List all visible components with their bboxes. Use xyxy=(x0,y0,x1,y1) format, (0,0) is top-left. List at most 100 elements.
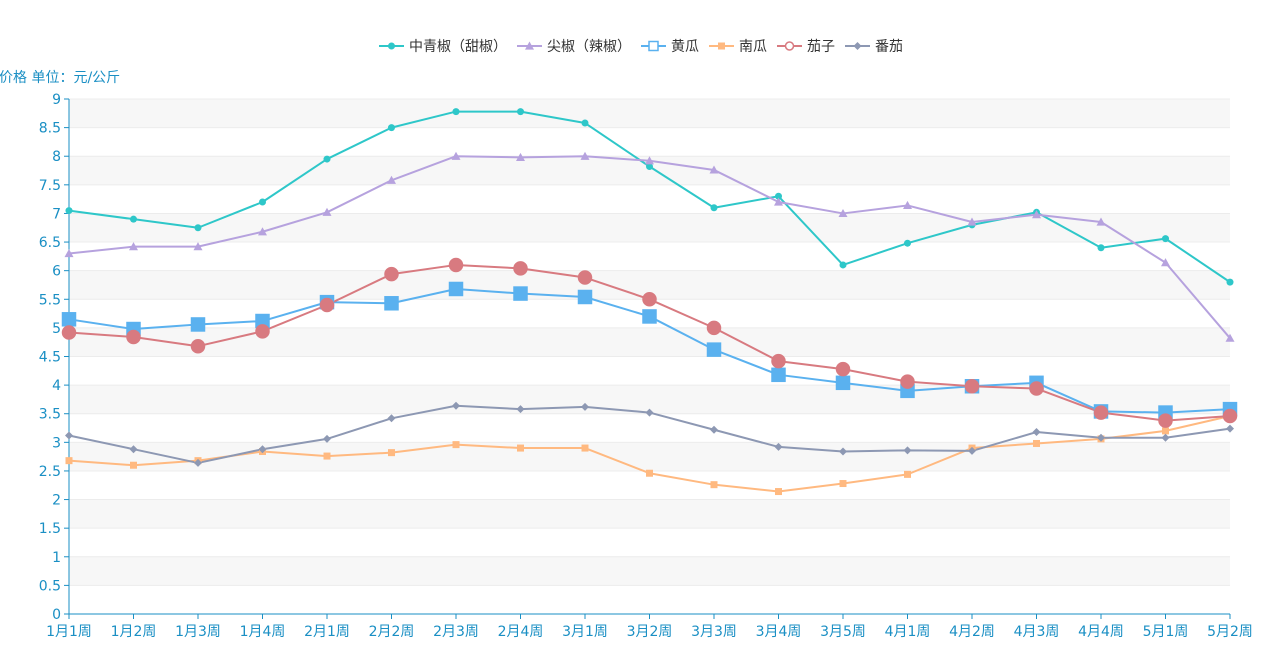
legend-marker-icon xyxy=(784,41,795,51)
data-point xyxy=(1032,428,1041,437)
y-tick-label: 2 xyxy=(52,493,61,509)
grid-band xyxy=(69,327,1230,357)
legend-item[interactable]: 尖椒（辣椒） xyxy=(517,39,631,55)
y-tick-label: 5 xyxy=(52,321,61,337)
data-point xyxy=(838,208,848,218)
grid-band xyxy=(69,499,1230,529)
data-point xyxy=(61,312,77,327)
x-tick-label: 1月3周 xyxy=(175,624,221,640)
legend-marker-icon xyxy=(525,41,534,50)
legend-item[interactable]: 中青椒（甜椒） xyxy=(379,39,507,55)
data-point xyxy=(513,286,528,301)
x-tick-label: 4月4周 xyxy=(1078,624,1124,640)
x-tick-label: 2月4周 xyxy=(498,624,544,640)
data-point xyxy=(258,227,267,236)
series-points xyxy=(61,257,1238,428)
data-point xyxy=(774,197,783,206)
data-point xyxy=(577,270,593,285)
x-tick-label: 5月2周 xyxy=(1207,624,1253,640)
data-point xyxy=(451,151,461,160)
y-tick-label: 4.5 xyxy=(39,350,61,366)
data-point xyxy=(1029,381,1044,396)
data-point xyxy=(835,375,851,391)
legend-label: 中青椒（甜椒） xyxy=(409,39,507,55)
data-point xyxy=(771,353,786,369)
data-point xyxy=(580,151,590,160)
data-point xyxy=(1162,427,1169,435)
data-point xyxy=(255,324,270,339)
data-point xyxy=(835,361,851,377)
data-point xyxy=(646,163,653,171)
data-point xyxy=(384,266,399,282)
data-point xyxy=(65,457,73,465)
x-tick-label: 2月2周 xyxy=(369,624,415,640)
data-point xyxy=(967,217,977,226)
data-point xyxy=(516,152,525,161)
x-tick-label: 3月3周 xyxy=(691,624,737,640)
y-tick-label: 0 xyxy=(52,607,61,623)
series-line xyxy=(68,110,1231,283)
y-tick-label: 8.5 xyxy=(39,121,61,137)
series-points xyxy=(65,401,1234,467)
legend-label: 尖椒（辣椒） xyxy=(547,39,631,55)
data-point xyxy=(323,155,331,163)
data-point xyxy=(452,108,460,116)
data-point xyxy=(193,242,203,251)
data-point xyxy=(64,249,74,258)
data-point xyxy=(904,470,911,478)
data-point xyxy=(1222,408,1238,424)
data-point xyxy=(839,480,847,488)
legend-item[interactable]: 茄子 xyxy=(777,38,835,55)
y-axis-label: 价格 单位：元/公斤 xyxy=(0,70,120,86)
legend-label: 黄瓜 xyxy=(671,38,699,55)
data-point xyxy=(900,374,915,389)
y-tick-label: 7.5 xyxy=(39,178,61,194)
data-point xyxy=(1033,439,1040,447)
data-point xyxy=(517,444,524,452)
data-point xyxy=(194,224,202,232)
legend-label: 番茄 xyxy=(875,38,903,55)
x-tick-label: 3月2周 xyxy=(627,624,673,640)
legend-marker-icon xyxy=(853,42,862,50)
y-tick-label: 7 xyxy=(52,206,61,222)
legend-label: 茄子 xyxy=(807,38,835,55)
data-point xyxy=(1225,333,1235,342)
data-point xyxy=(61,325,77,340)
legend-item[interactable]: 黄瓜 xyxy=(641,38,699,55)
data-point xyxy=(581,444,589,452)
data-point xyxy=(577,289,593,305)
data-point xyxy=(1161,433,1170,442)
data-point xyxy=(448,257,464,273)
data-point xyxy=(130,461,137,469)
data-point xyxy=(1093,405,1109,420)
data-point xyxy=(319,297,335,313)
data-point xyxy=(771,367,786,383)
data-point xyxy=(323,434,331,443)
data-point xyxy=(1162,235,1169,243)
data-point xyxy=(190,317,206,332)
data-point xyxy=(129,445,138,454)
data-point xyxy=(448,281,464,297)
x-tick-label: 1月4周 xyxy=(240,624,286,640)
data-point xyxy=(903,200,912,210)
legend[interactable]: 中青椒（甜椒） 尖椒（辣椒） 黄瓜 南瓜 茄子 番茄 xyxy=(379,38,903,55)
data-point xyxy=(194,458,202,467)
data-point xyxy=(258,445,267,454)
x-tick-label: 1月1周 xyxy=(46,624,92,640)
x-tick-label: 4月3周 xyxy=(1014,624,1060,640)
data-point xyxy=(129,242,138,251)
data-point xyxy=(839,447,847,456)
x-tick-label: 4月2周 xyxy=(949,624,995,640)
data-point xyxy=(710,425,718,434)
series-markers xyxy=(61,108,1238,496)
x-tick-label: 1月2周 xyxy=(111,624,157,640)
y-axis-ticks: 0 0.5 1 1.5 2 2.5 3 3.5 4 4.5 5 5.5 6 6.5 7 7.5 8 8.5 9 xyxy=(39,92,69,623)
legend-item[interactable]: 南瓜 xyxy=(709,39,767,55)
grid-band xyxy=(69,99,1230,128)
x-tick-label: 2月1周 xyxy=(304,624,350,640)
data-point xyxy=(388,124,395,132)
data-point xyxy=(775,192,782,200)
data-point xyxy=(774,442,783,451)
legend-item[interactable]: 番茄 xyxy=(845,38,903,55)
